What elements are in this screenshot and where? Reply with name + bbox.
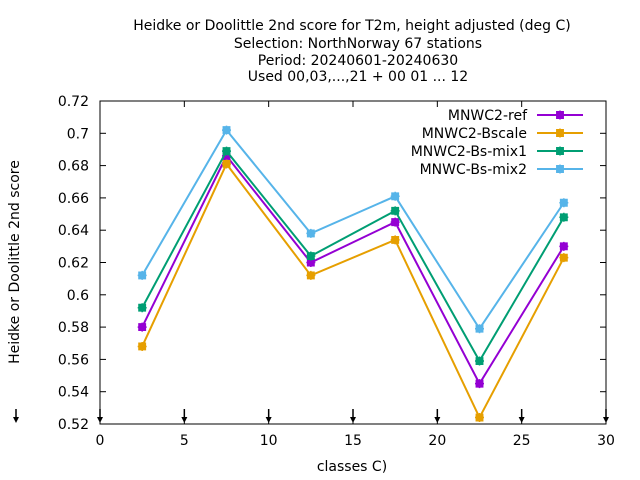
legend-marker	[555, 164, 565, 174]
plot-frame	[99, 100, 607, 425]
data-point	[475, 379, 484, 389]
x-tick-label: 30	[597, 433, 615, 449]
data-point	[222, 125, 231, 135]
bottom-arrow-head	[350, 417, 356, 423]
legend-label: MNWC-Bs-mix2	[420, 162, 527, 178]
series-line	[141, 154, 565, 386]
data-point	[222, 146, 231, 156]
y-tick-label: 0.52	[58, 417, 89, 433]
chart-title: Heidke or Doolittle 2nd score for T2m, h…	[133, 18, 570, 85]
legend-label: MNWC2-ref	[448, 108, 528, 124]
data-point	[137, 341, 147, 351]
legend: MNWC2-ref MNWC2-Bscale MNWC2-Bs-mix1 MNWC-B…	[411, 108, 583, 178]
series-layer	[137, 125, 569, 423]
data-point	[390, 217, 400, 227]
series-2	[137, 159, 569, 423]
bottom-arrow-head	[265, 417, 272, 423]
series-line	[141, 149, 565, 364]
data-point	[559, 253, 569, 263]
series-line	[141, 128, 565, 331]
series-line	[141, 162, 565, 420]
y-tick-label: 0.7	[67, 126, 89, 142]
data-point	[137, 303, 147, 313]
data-point	[390, 235, 400, 245]
x-tick-label: 25	[513, 433, 531, 449]
y-tick-label: 0.6	[67, 288, 89, 304]
legend-label: MNWC2-Bs-mix1	[411, 144, 527, 160]
title-line-4: Used 00,03,...,21 + 00 01 ... 12	[248, 69, 468, 85]
y-tick-label: 0.58	[58, 320, 89, 336]
data-point	[559, 241, 569, 251]
bottom-arrow-head	[97, 417, 103, 423]
data-point	[390, 191, 400, 201]
y-axis: 0.52 0.54 0.56 0.58 0.6 0.62 0.64 0.66 0.68 0.7 0.…	[58, 94, 606, 433]
x-tick-label: 5	[180, 433, 189, 449]
y-tick-label: 0.72	[58, 94, 89, 110]
legend-label: MNWC2-Bscale	[422, 126, 527, 142]
x-tick-label: 0	[96, 433, 105, 449]
legend-marker	[555, 128, 565, 138]
data-point	[475, 356, 484, 366]
bottom-arrow-head	[518, 417, 525, 423]
data-point	[137, 270, 147, 280]
legend-marker	[555, 146, 565, 156]
title-line-3: Period: 20240601-20240630	[258, 53, 458, 69]
data-point	[475, 413, 484, 423]
y-tick-label: 0.68	[58, 159, 89, 175]
data-point	[222, 159, 231, 169]
data-point	[306, 228, 316, 238]
data-point	[559, 198, 569, 208]
data-point	[559, 212, 569, 222]
title-line-2: Selection: NorthNorway 67 stations	[234, 36, 482, 52]
y-tick-label: 0.54	[58, 385, 89, 401]
series-1	[137, 151, 569, 389]
bottom-arrow-head	[13, 417, 19, 423]
data-point	[306, 251, 316, 261]
data-point	[475, 324, 484, 334]
x-axis: 0 5 10 15 20 25 30	[13, 101, 615, 449]
y-tick-label: 0.62	[58, 256, 89, 272]
bottom-arrow-head	[434, 417, 441, 423]
x-tick-label: 20	[428, 433, 446, 449]
x-tick-label: 15	[344, 433, 362, 449]
data-point	[137, 322, 147, 332]
data-point	[306, 270, 316, 280]
title-line-1: Heidke or Doolittle 2nd score for T2m, h…	[133, 18, 570, 34]
bottom-arrow-head	[603, 417, 609, 423]
y-axis-label: Heidke or Doolittle 2nd score	[7, 160, 23, 364]
bottom-arrow-head	[181, 417, 188, 423]
series-3	[137, 146, 569, 366]
data-point	[390, 206, 400, 216]
series-4	[137, 125, 569, 334]
y-tick-label: 0.56	[58, 352, 89, 368]
y-tick-label: 0.64	[58, 223, 89, 239]
y-tick-label: 0.66	[58, 191, 89, 207]
legend-marker	[555, 110, 565, 120]
x-tick-label: 10	[260, 433, 278, 449]
x-axis-label: classes C)	[317, 459, 387, 475]
